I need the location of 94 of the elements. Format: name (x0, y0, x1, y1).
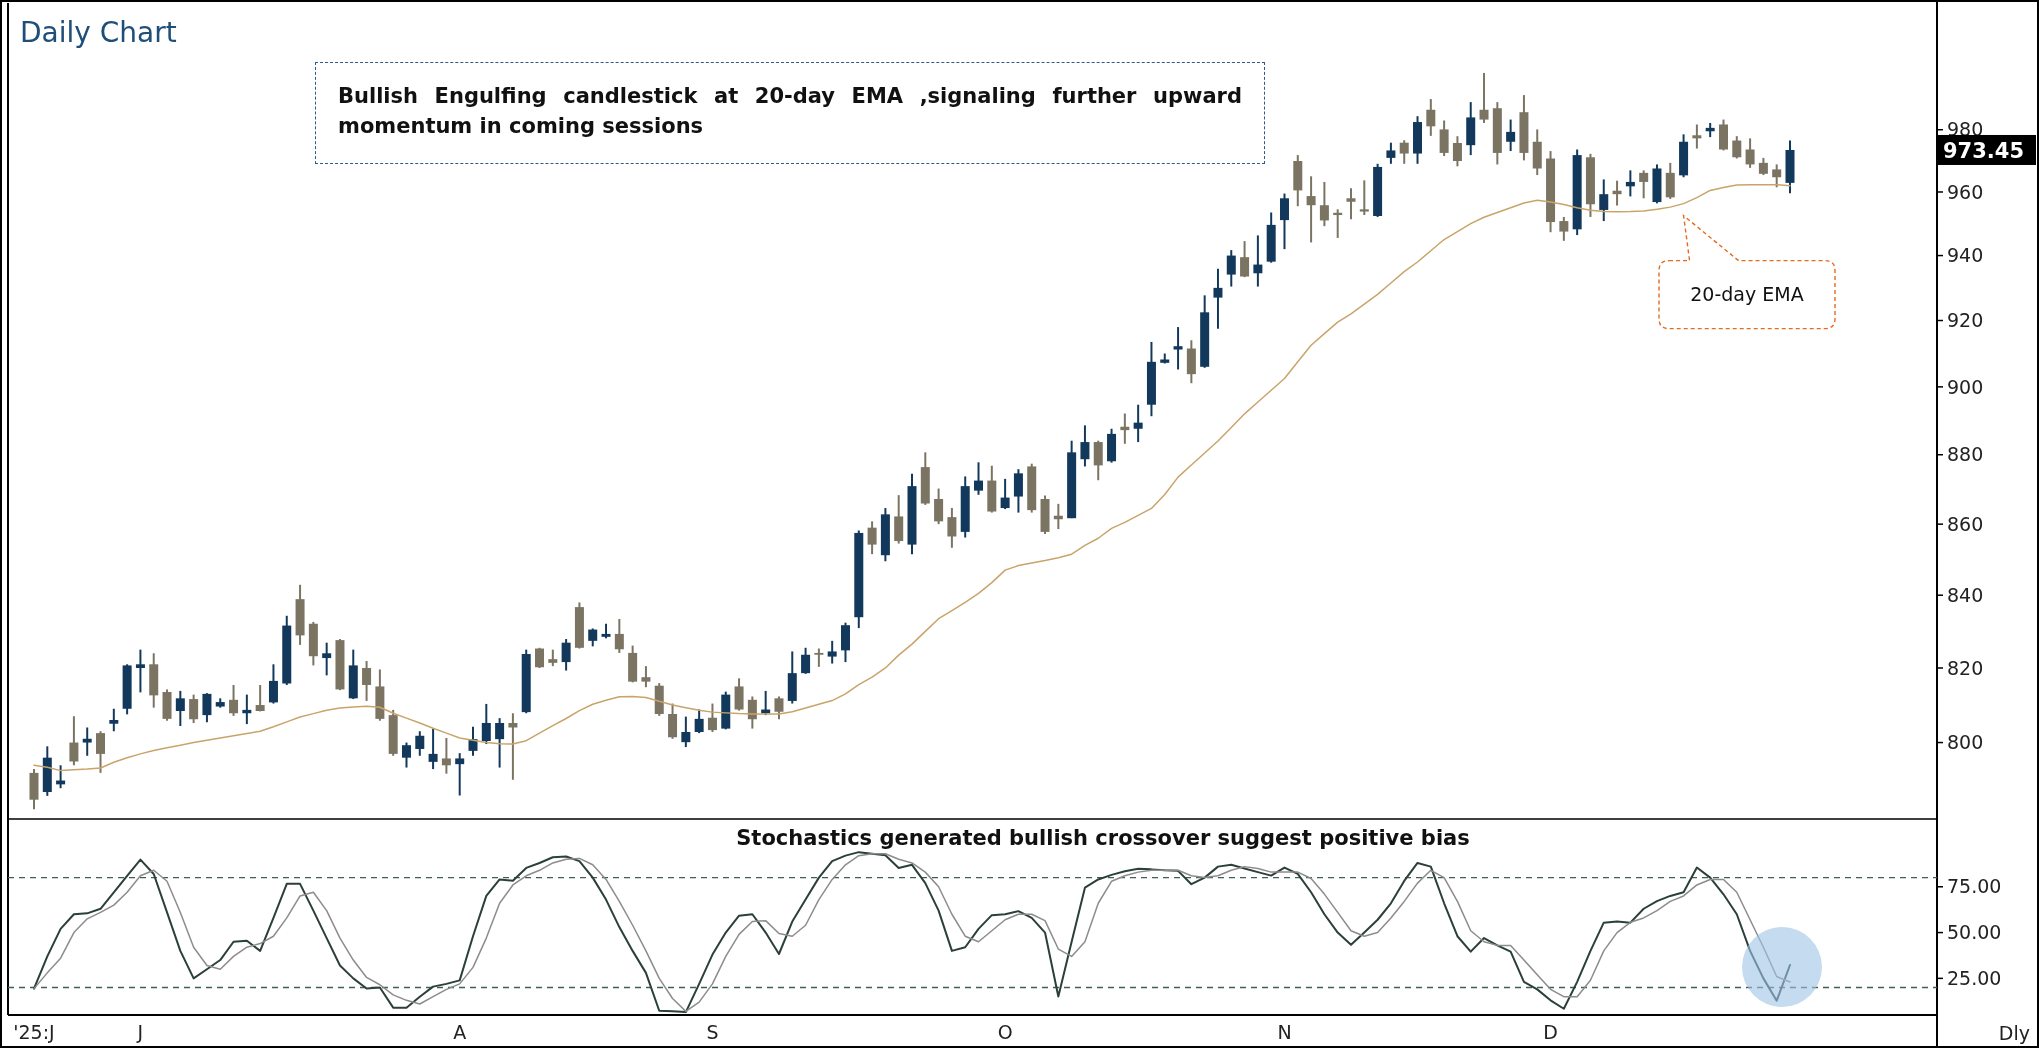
candlestick (1133, 403, 1143, 444)
candlestick (428, 727, 438, 771)
candlestick (96, 730, 106, 774)
x-tick-label: A (453, 1021, 467, 1043)
candlestick (1319, 180, 1329, 228)
candlestick (1559, 215, 1569, 242)
candlestick (322, 641, 332, 677)
annotation: Bullish Engulfing candlestick at 20-day EMA ,signaling further upward momentum in coming sessions (315, 62, 1265, 164)
candlestick (468, 725, 478, 757)
candlestick (1439, 119, 1449, 158)
candlestick (1386, 141, 1396, 165)
candlestick (681, 715, 691, 749)
candlestick (641, 665, 651, 689)
x-tick-label: '25:J (13, 1021, 55, 1043)
candlestick (415, 730, 425, 757)
candlestick (268, 663, 278, 705)
candlestick (481, 702, 491, 746)
candlestick (1240, 240, 1250, 279)
y-tick-label: 820 (1947, 656, 1984, 679)
candlestick (1625, 169, 1635, 198)
candlestick (1426, 98, 1436, 137)
candlestick (1093, 439, 1103, 482)
candlestick (974, 461, 984, 496)
candlestick (69, 715, 79, 767)
candlestick (401, 741, 411, 769)
text: 973.45 (1943, 138, 2025, 163)
x-tick-label: O (997, 1021, 1013, 1043)
candlestick (1253, 234, 1263, 288)
candlestick (801, 646, 811, 675)
candlestick (229, 683, 239, 717)
candlestick (1772, 163, 1782, 189)
y-tick-label: 50.00 (1947, 921, 2002, 944)
candlestick (1226, 249, 1236, 288)
candlestick (1279, 192, 1289, 251)
candlestick (1692, 123, 1702, 150)
candlestick (614, 618, 624, 654)
y-tick-label: 860 (1947, 512, 1984, 535)
candlestick (109, 707, 119, 733)
candlestick (202, 692, 212, 724)
y-tick-label: 940 (1947, 244, 1984, 267)
candlestick (934, 487, 944, 526)
x-tick-label: D (1543, 1021, 1558, 1043)
x-tick-label: N (1277, 1021, 1292, 1043)
candlestick (455, 752, 465, 797)
candlestick (1506, 118, 1516, 153)
candlestick (1399, 139, 1409, 165)
candlestick (495, 717, 505, 769)
candlestick (947, 507, 957, 549)
candlestick (362, 659, 372, 702)
y-tick-label: 960 (1947, 180, 1984, 203)
candlestick (535, 646, 545, 669)
candlestick (734, 677, 744, 712)
candlestick (774, 695, 784, 721)
x-tick-label: J (136, 1021, 144, 1043)
candlestick (1213, 267, 1223, 330)
candlestick (135, 648, 145, 694)
candlestick (1479, 71, 1489, 124)
candlestick (1173, 326, 1183, 371)
candlestick (561, 638, 571, 672)
candlestick (827, 639, 837, 665)
candlestick (707, 702, 717, 733)
candlestick (1333, 208, 1343, 239)
candlestick (1452, 135, 1462, 168)
candlestick (1359, 179, 1369, 217)
candlestick (694, 708, 704, 735)
y-tick-label: 840 (1947, 583, 1984, 606)
candlestick (1080, 424, 1090, 468)
candlestick (867, 520, 877, 556)
candlestick (1013, 468, 1023, 514)
y-tick-label: 880 (1947, 443, 1984, 466)
candlestick (1346, 187, 1356, 221)
candlestick (82, 726, 92, 757)
candlestick (1639, 169, 1649, 200)
candlestick (175, 689, 185, 727)
y-tick-label: 800 (1947, 731, 1984, 754)
candlestick (1000, 477, 1010, 511)
chart-title: Stochastics generated bullish crossover suggest positive bias (736, 826, 1470, 850)
y-tick-label: 25.00 (1947, 967, 2002, 990)
candlestick (1732, 135, 1742, 160)
candlestick (814, 647, 824, 668)
text: Daily Chart (20, 16, 177, 49)
candlestick (441, 737, 451, 775)
candlestick (255, 683, 265, 713)
text: 20-day EMA (1690, 283, 1804, 306)
candlestick (1306, 175, 1316, 244)
y-tick-label: 920 (1947, 309, 1984, 332)
text: Dly (1998, 1022, 2030, 1044)
y-tick-label: 75.00 (1947, 875, 2002, 898)
x-tick-label: S (706, 1021, 719, 1043)
candlestick (189, 693, 199, 724)
candlestick (1745, 137, 1755, 169)
y-tick-label: 900 (1947, 375, 1984, 398)
candlestick (1599, 178, 1609, 223)
candlestick (242, 693, 252, 726)
